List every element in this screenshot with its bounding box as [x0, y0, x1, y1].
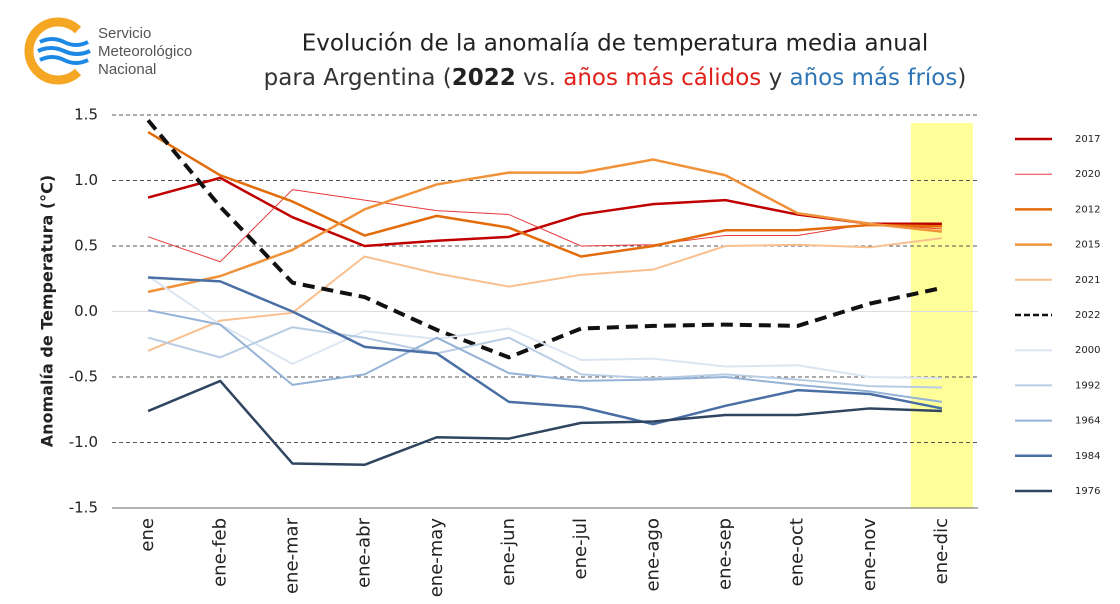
logo-wave — [37, 46, 91, 56]
subtitle-part: y — [761, 65, 789, 91]
legend-label: 2000 — [1075, 345, 1100, 356]
x-tick-label: ene-jul — [570, 518, 591, 579]
legend-label: 1984 — [1075, 451, 1100, 462]
legend-label: 2020 — [1075, 169, 1100, 180]
y-tick-label: -0.5 — [69, 368, 98, 386]
legend-label: 1976 — [1075, 486, 1100, 497]
legend-label: 1992 — [1075, 380, 1100, 391]
line — [147, 309, 943, 403]
line — [147, 237, 943, 352]
line — [148, 276, 943, 426]
highlight-band — [910, 123, 973, 508]
x-tick-label: ene-nov — [859, 518, 880, 591]
x-tick-label: ene-jun — [498, 518, 519, 586]
x-tick-label: ene-dic — [931, 518, 952, 584]
x-tick-label: ene-may — [426, 518, 447, 598]
legend-label: 2022 — [1075, 310, 1100, 321]
legend-label: 2021 — [1075, 275, 1100, 286]
logo-wave — [39, 55, 89, 65]
logo-text: Nacional — [98, 61, 156, 78]
x-tick-label: ene — [137, 518, 158, 552]
line — [147, 189, 942, 263]
x-tick-label: ene-oct — [787, 518, 808, 586]
legend-label: 2012 — [1075, 204, 1100, 215]
legend-label: 1964 — [1075, 416, 1100, 427]
y-tick-label: 1.0 — [74, 171, 98, 189]
x-tick-label: ene-ago — [642, 518, 663, 592]
line — [147, 158, 943, 294]
subtitle-part: vs. — [516, 65, 564, 91]
x-tick-label: ene-feb — [209, 518, 230, 587]
line — [147, 379, 942, 467]
subtitle-part: años más cálidos — [563, 65, 761, 91]
x-tick-label: ene-mar — [281, 517, 302, 594]
x-tick-label: ene-abr — [354, 517, 375, 588]
line — [147, 326, 942, 389]
y-tick-label: -1.0 — [69, 433, 98, 451]
line — [147, 130, 942, 258]
y-tick-label: 0.5 — [74, 237, 98, 255]
subtitle-part: para Argentina ( — [264, 65, 452, 91]
subtitle-part: ) — [957, 65, 966, 91]
y-tick-label: 0.0 — [74, 302, 98, 320]
logo-ring — [24, 17, 82, 85]
y-tick-label: -1.5 — [69, 499, 98, 517]
subtitle-part: años más fríos — [790, 65, 958, 91]
logo: Servicio Meteorológico Nacional — [24, 17, 192, 85]
chart-subtitle: para Argentina (2022 vs. años más cálido… — [264, 65, 967, 91]
x-tick-label: ene-sep — [714, 518, 735, 590]
line — [147, 275, 942, 380]
legend-label: 2015 — [1075, 240, 1100, 251]
logo-text: Servicio — [98, 25, 151, 42]
line — [146, 118, 943, 360]
subtitle-part: 2022 — [452, 65, 516, 91]
logo-text: Meteorológico — [98, 43, 192, 60]
chart-title: Evolución de la anomalía de temperatura … — [302, 31, 929, 57]
y-axis-label: Anomalía de Temperatura (°C) — [38, 175, 57, 447]
y-tick-label: 1.5 — [74, 106, 98, 124]
legend-label: 2017 — [1075, 134, 1100, 145]
logo-wave — [39, 37, 89, 47]
